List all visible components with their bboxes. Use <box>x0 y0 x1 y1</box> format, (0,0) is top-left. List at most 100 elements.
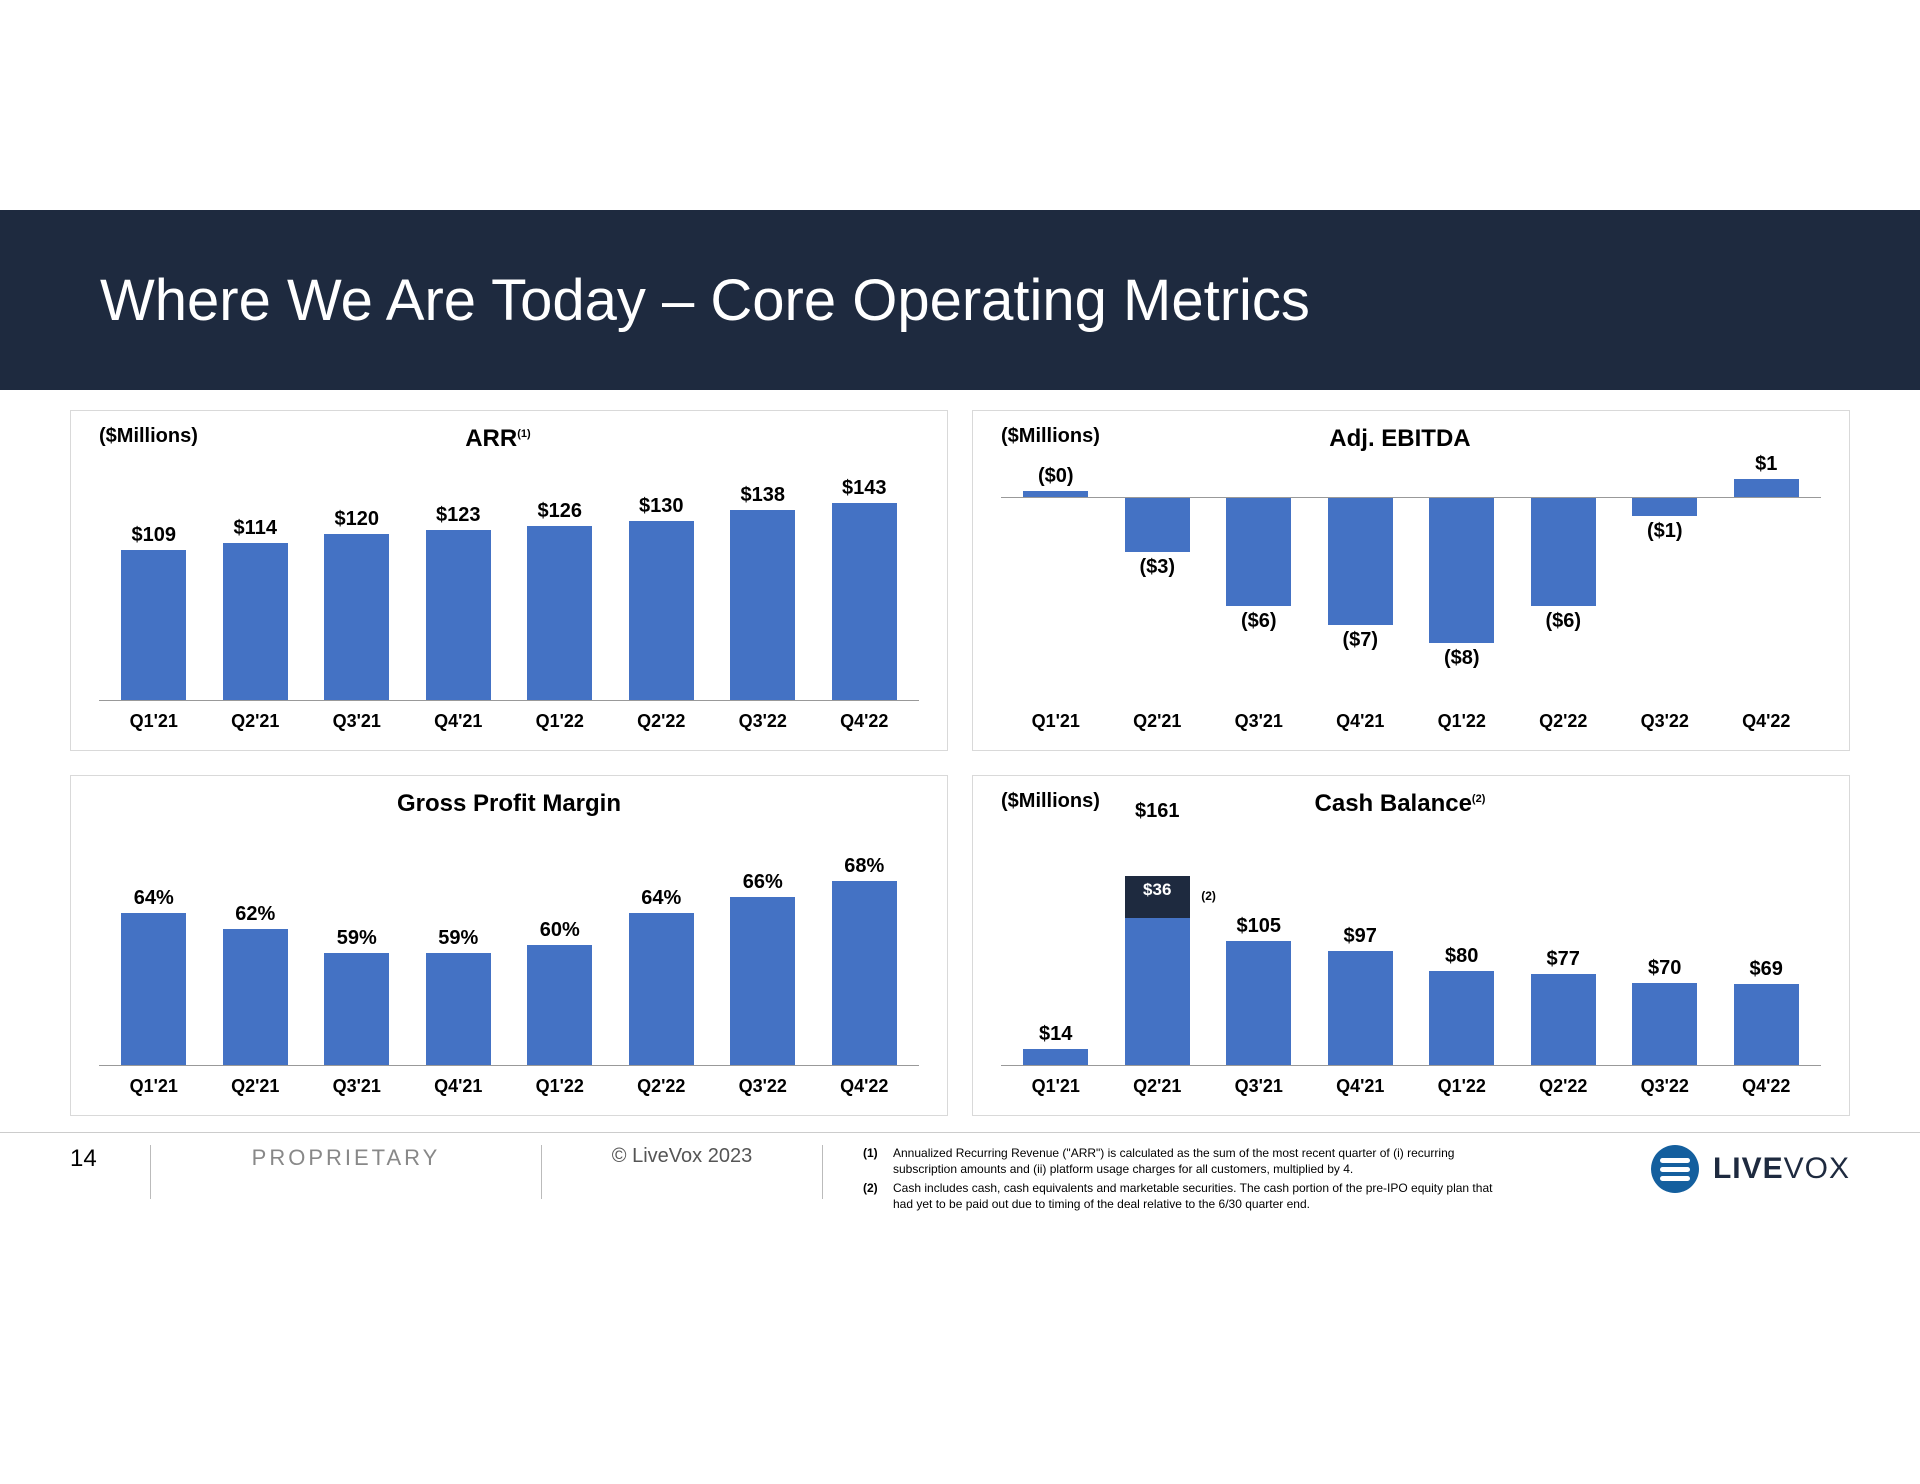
footer-divider <box>150 1145 151 1199</box>
bar-value-label: ($6) <box>1513 610 1615 633</box>
footnotes: (1) Annualized Recurring Revenue ("ARR")… <box>863 1145 1493 1214</box>
title-header: Where We Are Today – Core Operating Metr… <box>0 210 1920 390</box>
brand-logo: LIVEVOX <box>1651 1145 1850 1193</box>
bar-slot: $130 <box>611 461 713 700</box>
bar: $70 <box>1632 983 1697 1065</box>
bar-slot: $97 <box>1310 826 1412 1065</box>
bar: 59% <box>426 953 491 1065</box>
bar-value-label: 64% <box>121 887 186 910</box>
bar-value-label: $80 <box>1429 945 1494 968</box>
bar-value-label: $97 <box>1328 925 1393 948</box>
bar <box>1734 479 1799 497</box>
bar-slot: $80 <box>1411 826 1513 1065</box>
stack-top-label: $36 <box>1125 880 1190 900</box>
x-label: Q2'22 <box>1513 711 1615 732</box>
bar-value-label: 60% <box>527 919 592 942</box>
bar: $14 <box>1023 1049 1088 1065</box>
bar-slot: $77 <box>1513 826 1615 1065</box>
x-label: Q4'21 <box>408 1076 510 1097</box>
x-label: Q4'21 <box>408 711 510 732</box>
bar-slot: $69 <box>1716 826 1818 1065</box>
x-label: Q1'21 <box>1005 1076 1107 1097</box>
page-title: Where We Are Today – Core Operating Metr… <box>100 267 1310 334</box>
bar-slot: 62% <box>205 826 307 1065</box>
bar: 64% <box>121 913 186 1065</box>
bar-slot: 59% <box>408 826 510 1065</box>
bar-value-label: $70 <box>1632 957 1697 980</box>
bar <box>1632 497 1697 515</box>
bar-slot: $14 <box>1005 826 1107 1065</box>
x-label: Q3'21 <box>306 711 408 732</box>
footnote: (1) Annualized Recurring Revenue ("ARR")… <box>863 1145 1493 1177</box>
x-label: Q2'22 <box>611 1076 713 1097</box>
bar-slot: 64% <box>611 826 713 1065</box>
bar <box>1328 497 1393 624</box>
bar-value-label: ($7) <box>1310 629 1412 652</box>
bar-value-label: $69 <box>1734 958 1799 981</box>
bar: 64% <box>629 913 694 1065</box>
chart-title: Gross Profit Margin <box>99 790 919 818</box>
bar <box>1125 497 1190 552</box>
bar-value-label: ($6) <box>1208 610 1310 633</box>
bar-value-label: $138 <box>730 484 795 507</box>
bar-slot: $105 <box>1208 826 1310 1065</box>
y-axis-caption: ($Millions) <box>1001 425 1100 448</box>
bar-value-label: ($0) <box>1005 465 1107 488</box>
bar: $80 <box>1429 971 1494 1065</box>
bar-slot: $36 $161 (2) <box>1107 826 1209 1065</box>
brand-text: LIVEVOX <box>1713 1152 1850 1186</box>
bar: $114 <box>223 543 288 700</box>
bar-value-label: ($1) <box>1614 520 1716 543</box>
bar: 68% <box>832 881 897 1065</box>
x-label: Q2'22 <box>1513 1076 1615 1097</box>
bar: $130 <box>629 521 694 700</box>
bar-value-label: $1 <box>1716 453 1818 476</box>
bar-value-label: $123 <box>426 504 491 527</box>
bar-slot: 64% <box>103 826 205 1065</box>
footnote-text: Cash includes cash, cash equivalents and… <box>893 1180 1493 1212</box>
bar-slot: 68% <box>814 826 916 1065</box>
bar-value-label: 59% <box>426 927 491 950</box>
x-label: Q3'22 <box>1614 711 1716 732</box>
x-label: Q4'22 <box>1716 711 1818 732</box>
bar-slot: 66% <box>712 826 814 1065</box>
bar: $123 <box>426 530 491 700</box>
bar: $143 <box>832 503 897 700</box>
copyright-label: © LiveVox 2023 <box>582 1145 782 1168</box>
bar-top-segment: $36 <box>1125 876 1190 918</box>
x-label: Q2'21 <box>1107 711 1209 732</box>
bar: 62% <box>223 929 288 1065</box>
bar-slot: $143 <box>814 461 916 700</box>
ebitda-chart-panel: ($Millions)Adj. EBITDA ($0) ($3) ($6) ($… <box>972 410 1850 751</box>
y-axis-caption: ($Millions) <box>99 425 198 448</box>
x-label: Q1'21 <box>1005 711 1107 732</box>
bar-value-label: $77 <box>1531 948 1596 971</box>
bar-bottom-segment <box>1125 918 1190 1065</box>
ebitda-bars: ($0) ($3) ($6) ($7) ($8) <box>1001 461 1821 701</box>
x-label: Q3'22 <box>712 1076 814 1097</box>
bar-value-label: $161 <box>1107 800 1209 872</box>
bar-slot: $138 <box>712 461 814 700</box>
x-axis-labels: Q1'21Q2'21Q3'21Q4'21Q1'22Q2'22Q3'22Q4'22 <box>1001 1076 1821 1097</box>
bar-value-label: $109 <box>121 524 186 547</box>
x-label: Q2'21 <box>1107 1076 1209 1097</box>
x-label: Q3'21 <box>306 1076 408 1097</box>
bar: $109 <box>121 550 186 700</box>
footer-divider <box>822 1145 823 1199</box>
x-label: Q1'22 <box>1411 711 1513 732</box>
bar-value-label: ($8) <box>1411 647 1513 670</box>
x-label: Q2'21 <box>205 1076 307 1097</box>
footer: 14 PROPRIETARY © LiveVox 2023 (1) Annual… <box>0 1132 1920 1214</box>
footnote-num: (1) <box>863 1145 881 1177</box>
cash-bars: $14 $36 $161 (2) $105 <box>1001 826 1821 1066</box>
x-label: Q4'22 <box>1716 1076 1818 1097</box>
bar: 66% <box>730 897 795 1065</box>
bar-value-label: $120 <box>324 508 389 531</box>
bar-slot: $123 <box>408 461 510 700</box>
x-label: Q1'21 <box>103 1076 205 1097</box>
footer-divider <box>541 1145 542 1199</box>
bar-value-label: $114 <box>223 517 288 540</box>
chart-title: ARR(1) <box>198 425 798 453</box>
bar-value-label: 66% <box>730 871 795 894</box>
gpm-bars: 64% 62% 59% 59% <box>99 826 919 1066</box>
